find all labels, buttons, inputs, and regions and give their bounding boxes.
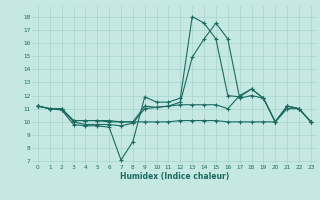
- X-axis label: Humidex (Indice chaleur): Humidex (Indice chaleur): [120, 172, 229, 181]
